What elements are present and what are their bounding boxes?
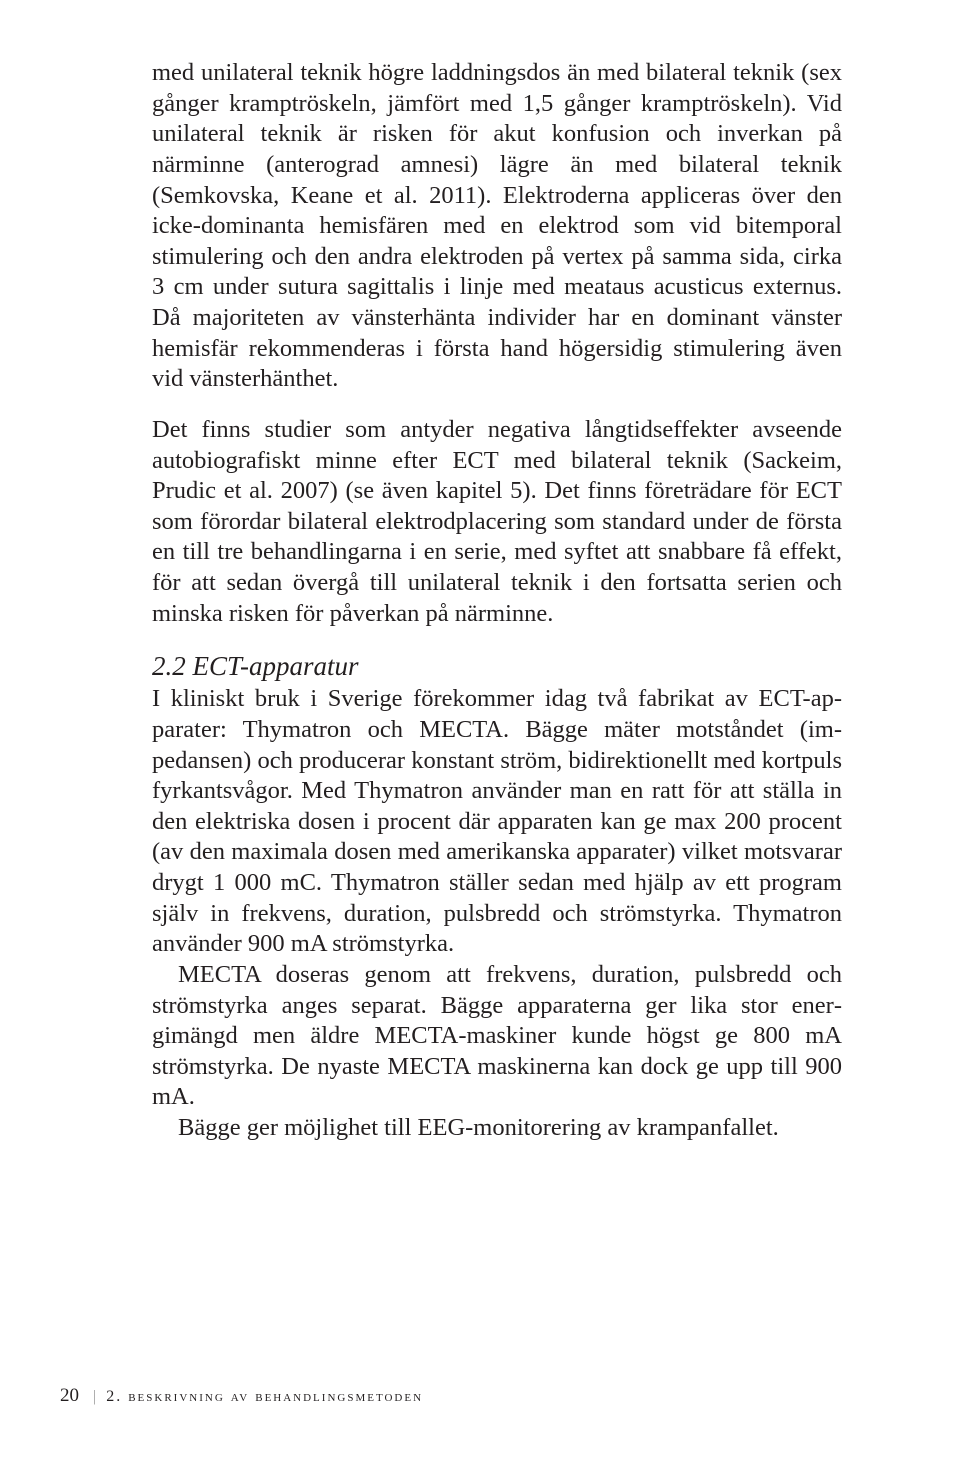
- page-content: med unilateral teknik högre laddningsdos…: [0, 0, 960, 1144]
- chapter-label: 2. beskrivning av behandlingsmetoden: [106, 1388, 423, 1405]
- paragraph-2: Det finns studier som antyder negativa l…: [152, 415, 842, 629]
- footer-separator: |: [93, 1388, 98, 1405]
- paragraph-4: MECTA doseras genom att frekvens, durati…: [152, 960, 842, 1113]
- paragraph-3: I kliniskt bruk i Sverige förekommer ida…: [152, 684, 842, 960]
- section-heading: 2.2 ECT-apparatur: [152, 649, 842, 684]
- paragraph-5: Bägge ger möjlighet till EEG-monitorerin…: [152, 1113, 842, 1144]
- page-footer: 20 | 2. beskrivning av behandlingsmetode…: [60, 1385, 423, 1407]
- page-number: 20: [60, 1385, 79, 1406]
- paragraph-1: med unilateral teknik högre laddningsdos…: [152, 58, 842, 395]
